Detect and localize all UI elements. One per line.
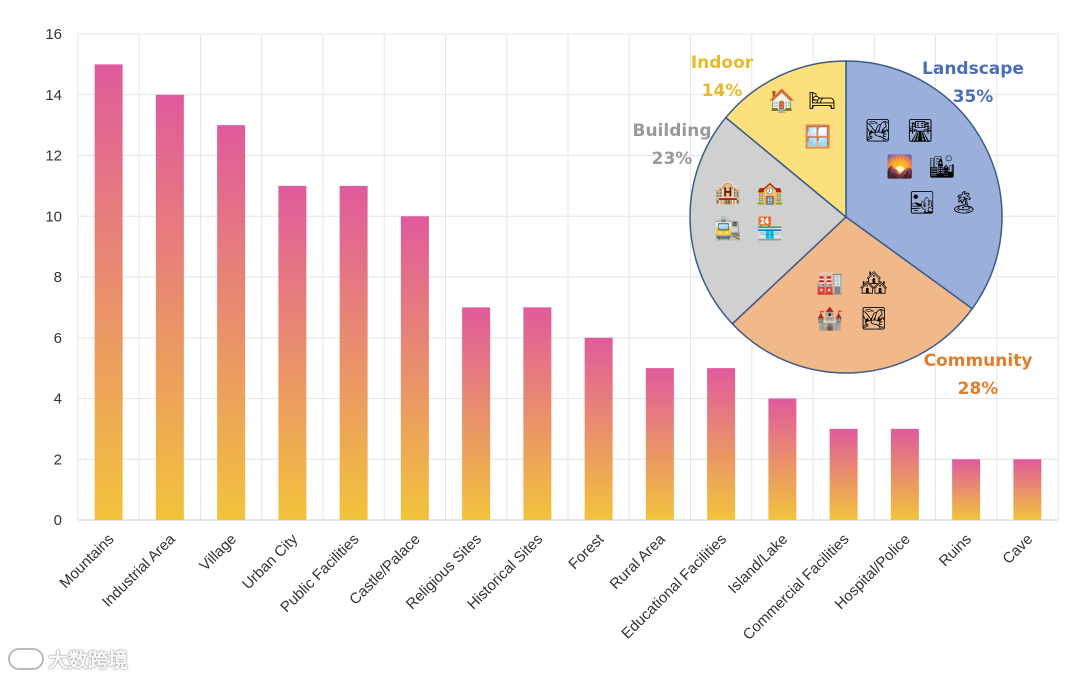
- bar: [584, 337, 613, 520]
- x-tick-label: Island/Lake: [725, 531, 791, 597]
- x-tick-label: Forest: [565, 530, 608, 573]
- pie-chart: Landscape 35% 🏞 🛣 🌄 🏙 🏜 🏝 Community 28% 🏭 🏘 🏰 🏞 Buildi…: [633, 53, 1033, 399]
- bar: [523, 307, 552, 520]
- bar: [462, 307, 491, 520]
- pie-slice-community: [731, 216, 974, 374]
- x-tick-label: Urban City: [239, 530, 301, 592]
- bar: [645, 368, 674, 520]
- pie-icon: 🪟: [804, 124, 831, 150]
- pie-percent-community: 28%: [958, 379, 999, 399]
- pie-icon: 🏝: [950, 191, 978, 216]
- x-tick-label: Village: [196, 531, 240, 575]
- bar: [278, 185, 307, 520]
- watermark-text: 大数跨境: [48, 648, 128, 672]
- y-tick-label: 6: [54, 330, 62, 347]
- x-tick-label: Rural Area: [607, 530, 670, 593]
- pie-icon: 🏨: [714, 181, 741, 206]
- bar: [890, 428, 919, 520]
- pie-icon: 🏫: [756, 181, 783, 206]
- bar: [94, 64, 123, 520]
- pie-percent-landscape: 35%: [953, 87, 994, 107]
- x-tick-label: Ruins: [936, 531, 975, 570]
- pie-icon: 🏞: [864, 119, 892, 144]
- x-tick-label: Mountains: [56, 531, 117, 592]
- pie-label-landscape: Landscape: [922, 59, 1024, 79]
- y-tick-label: 12: [45, 148, 62, 165]
- pie-label-indoor: Indoor: [691, 53, 754, 73]
- y-tick-label: 0: [54, 512, 62, 529]
- bar: [217, 125, 246, 520]
- pie-icon: 🏪: [756, 216, 783, 242]
- bar: [1013, 459, 1042, 520]
- pie-slice-building: [689, 116, 848, 325]
- bar: [400, 216, 429, 520]
- pie-icon: 🛣: [906, 119, 934, 144]
- y-tick-label: 8: [54, 269, 62, 286]
- watermark: 大数跨境: [8, 644, 128, 673]
- bar: [768, 398, 797, 520]
- bar: [155, 94, 184, 520]
- x-tick-label: Cave: [999, 531, 1036, 568]
- pie-icon: 🚉: [714, 216, 741, 242]
- pie-percent-indoor: 14%: [702, 81, 743, 101]
- pie-icon: 🛏: [808, 89, 836, 114]
- pie-icon: 🌄: [886, 154, 913, 180]
- pie-icon: 🏭: [816, 271, 843, 296]
- y-tick-label: 16: [45, 26, 62, 43]
- pie-icon: 🏰: [816, 306, 843, 332]
- pie-slice-landscape: [845, 60, 1003, 310]
- y-tick-label: 2: [54, 451, 62, 468]
- y-tick-label: 10: [45, 208, 62, 225]
- y-tick-label: 14: [45, 87, 62, 104]
- pie-icon: 🏘: [860, 271, 888, 296]
- pie-percent-building: 23%: [652, 149, 693, 169]
- pie-icon: 🏠: [768, 88, 795, 114]
- pie-slice-indoor: [724, 60, 847, 219]
- bar: [952, 459, 981, 520]
- pie-icon: 🏜: [908, 191, 936, 216]
- x-tick-label: Educational Facilities: [618, 531, 730, 643]
- pie-label-building: Building: [633, 121, 712, 141]
- pie-icon: 🏞: [860, 307, 888, 332]
- pie-icon: 🏙: [928, 154, 956, 180]
- pie-label-community: Community: [924, 351, 1033, 371]
- bar: [339, 185, 368, 520]
- watermark-logo-icon: [8, 647, 44, 670]
- x-tick-label: Commercial Facilities: [740, 531, 853, 644]
- bar-series: [94, 64, 1042, 520]
- bar: [707, 368, 736, 520]
- bar: [829, 428, 858, 520]
- y-tick-label: 4: [54, 391, 62, 408]
